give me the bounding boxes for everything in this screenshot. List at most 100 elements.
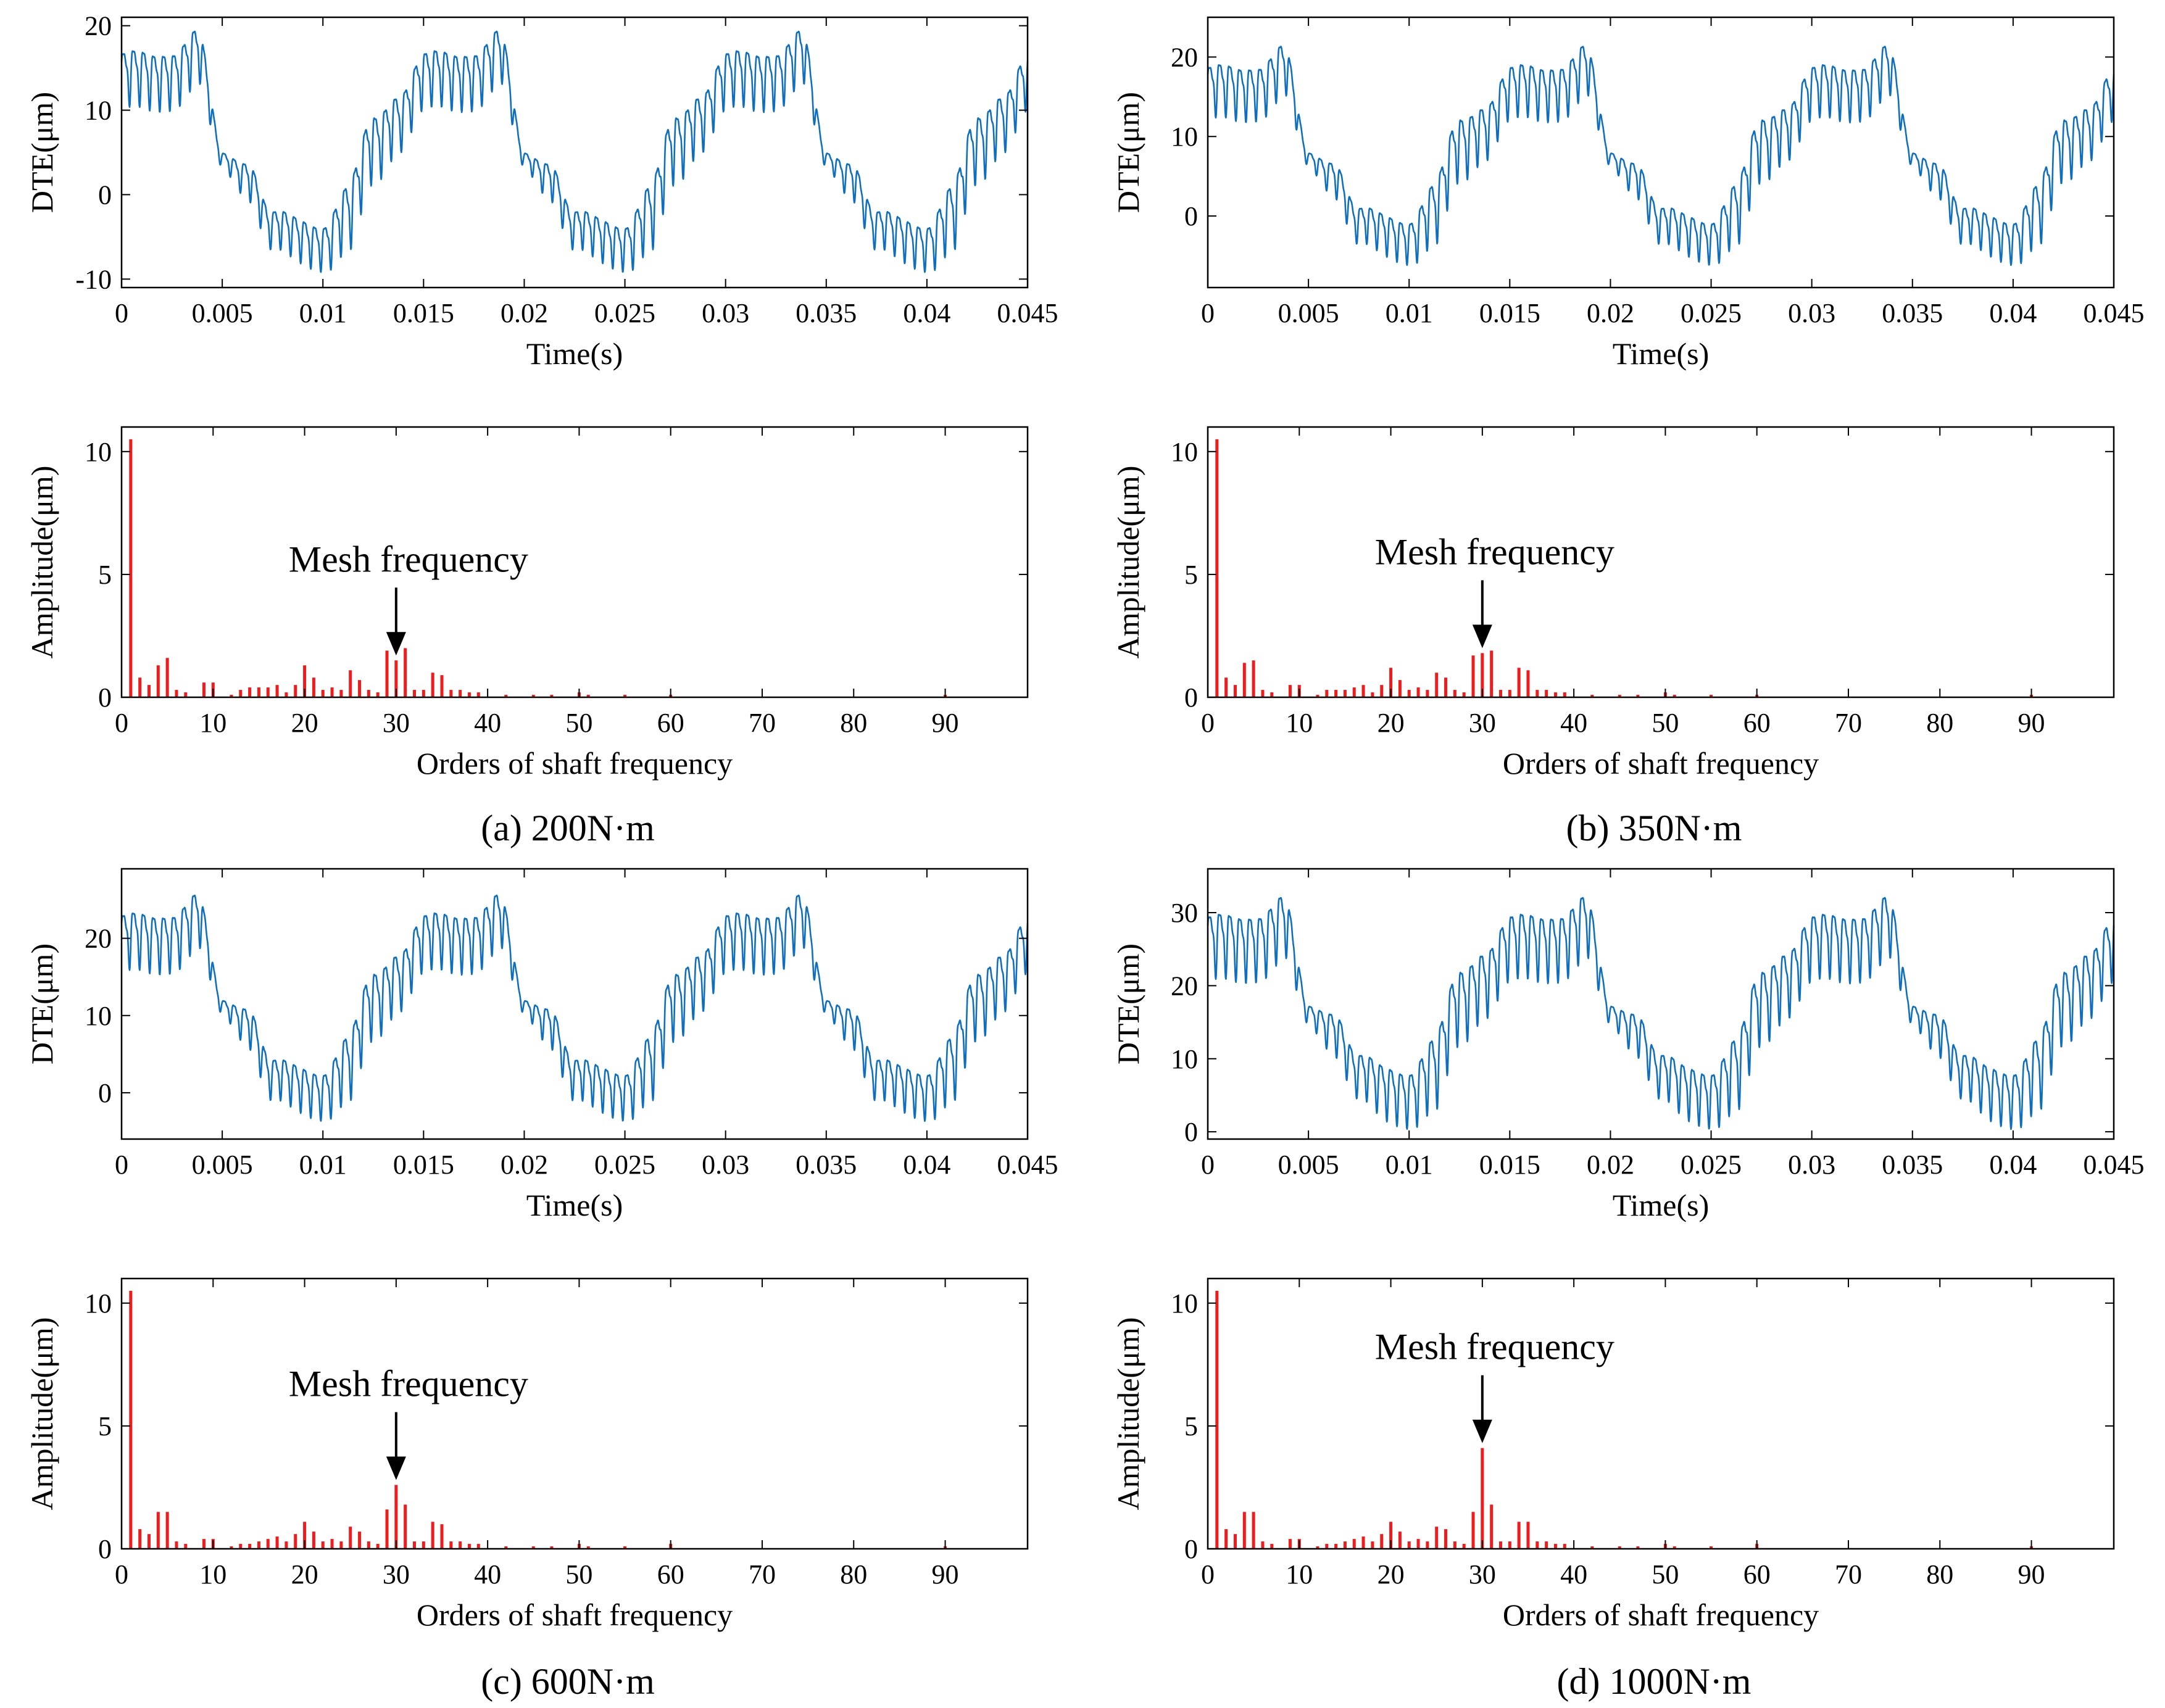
panel-b-time: 0 0.005 0.01 0.015 0.02 0.025 0.03 0.035 0.04 0.0… [1111,16,2145,371]
panel-a-spec-xtick-label: 70 [749,708,776,738]
panel-b-spec-annotation-arrow-head [1472,624,1492,649]
panel-d-time-xtick-label: 0.045 [2084,1150,2145,1180]
figure-panels: 0 0.005 0.01 0.015 0.02 0.025 0.03 0.035 0.04 0.0… [25,11,2145,1632]
panel-a-spec-xtick-label: 0 [115,708,128,738]
panel-d-spec-ytick-label: 5 [1184,1411,1198,1441]
panel-c-time-xtick-label: 0.045 [997,1150,1058,1180]
panel-d-spec-ytick-label: 0 [1184,1534,1198,1564]
panel-c-time-ytick-label: 0 [98,1078,112,1108]
panel-b-time-xtick-label: 0 [1201,298,1215,328]
panel-a-time-ytick-label: 20 [85,11,112,41]
panel-c-time-xtick-label: 0.04 [903,1150,950,1180]
panel-a-spec-xtick-label: 20 [291,708,318,738]
panel-d-spec-xtick-label: 50 [1652,1559,1679,1590]
panel-d-time-xtick-label: 0 [1201,1150,1215,1180]
panel-c-time-dte-series-line [120,894,1029,1122]
panel-b-spec-xtick-label: 50 [1652,708,1679,738]
panel-a-spec-annotation-arrow-head [386,632,406,656]
panel-c-time-xtick-label: 0.035 [796,1150,857,1180]
panel-d-spec-xtick-label: 30 [1469,1559,1496,1590]
panel-c-time-axes-box [120,868,1029,1140]
panel-b-time-xtick-label: 0.035 [1882,298,1943,328]
panel-b-time-xtick-label: 0.025 [1681,298,1742,328]
panel-a-spec-xtick-label: 40 [474,708,501,738]
panel-c-spec-ytick-label: 0 [98,1534,112,1564]
panel-c-spec: Mesh frequency 0 10 20 30 40 50 60 70 80 90 0 5 10 Ord… [25,1277,1029,1632]
panel-b-spec-y-axis-label: Amplitude(μm) [1111,466,1145,659]
panel-d-spec-axes-box [1207,1277,2115,1550]
panel-d-spec-xtick-label: 40 [1560,1559,1587,1590]
panel-c-spec-annotation-arrow-head [386,1456,406,1480]
caption-a: (a) 200N·m [481,808,655,848]
panel-c-spec-y-axis-label: Amplitude(μm) [25,1317,59,1511]
panel-d-spec: Mesh frequency 0 10 20 30 40 50 60 70 80 90 0 5 10 Ord… [1111,1277,2115,1632]
panel-a-time-xtick-label: 0.025 [594,298,655,328]
panel-a-time-xtick-label: 0 [115,298,128,328]
panel-c-time-ytick-label: 10 [85,1001,112,1031]
panel-c-spec-xtick-label: 20 [291,1559,318,1590]
panel-c-time-y-axis-label: DTE(μm) [25,943,59,1064]
panel-a-spec-xtick-label: 50 [565,708,592,738]
caption-b: (b) 350N·m [1566,808,1742,848]
panel-a-spec-ytick-label: 5 [98,560,112,590]
panel-d-time-xtick-label: 0.025 [1681,1150,1742,1180]
panel-b-time-xtick-label: 0.015 [1479,298,1540,328]
caption-d: (d) 1000N·m [1557,1661,1752,1702]
panel-d-spec-xtick-label: 20 [1378,1559,1405,1590]
panel-c-spec-xtick-label: 30 [383,1559,410,1590]
panel-a-time-dte-series-line [120,30,1029,273]
panel-b-spec-xtick-label: 20 [1378,708,1405,738]
panel-d-spec-y-axis-label: Amplitude(μm) [1111,1317,1145,1511]
panel-d-time-y-axis-label: DTE(μm) [1111,943,1145,1064]
panel-c-spec-xtick-label: 0 [115,1559,128,1590]
panel-a-spec-xtick-label: 80 [840,708,867,738]
panel-a-spec-ytick-label: 10 [85,437,112,467]
panel-a-spec: Mesh frequency 0 10 20 30 40 50 60 70 80 90 0 5 10 Ord… [25,426,1029,781]
panel-a-time-xtick-label: 0.03 [702,298,749,328]
panel-b-spec-xtick-label: 40 [1560,708,1587,738]
panel-c-spec-ytick-label: 5 [98,1411,112,1441]
panel-d-time-xtick-label: 0.01 [1386,1150,1433,1180]
panel-c-spec-annotation-text: Mesh frequency [289,1363,528,1404]
panel-d-time-xtick-label: 0.015 [1479,1150,1540,1180]
panel-b-time-dte-series-line [1207,46,2115,266]
panel-c-time-xtick-label: 0.03 [702,1150,749,1180]
panel-d-time-axes-box [1207,868,2115,1140]
panel-d-time: 0 0.005 0.01 0.015 0.02 0.025 0.03 0.035 0.04 0.0… [1111,868,2145,1222]
panel-d-spec-xtick-label: 0 [1201,1559,1215,1590]
panel-c-spec-axes-box [120,1277,1029,1550]
panel-b-spec-ytick-label: 0 [1184,682,1198,713]
panel-d-spec-xtick-label: 10 [1286,1559,1313,1590]
caption-c: (c) 600N·m [481,1661,655,1702]
panel-d-spec-x-axis-label: Orders of shaft frequency [1503,1598,1819,1632]
panel-c-spec-xtick-label: 90 [932,1559,959,1590]
panel-a-time-xtick-label: 0.04 [903,298,950,328]
panel-a-spec-y-axis-label: Amplitude(μm) [25,466,59,659]
panel-d-spec-xtick-label: 90 [2018,1559,2045,1590]
panel-a-time-xtick-label: 0.045 [997,298,1058,328]
panel-b-time-xtick-label: 0.02 [1587,298,1634,328]
panel-b-time-xtick-label: 0.045 [2084,298,2145,328]
panel-b-time-axes-box [1207,16,2115,289]
panel-a-time-xtick-label: 0.02 [501,298,548,328]
panel-d-time-xtick-label: 0.04 [1989,1150,2037,1180]
panel-c-time-xtick-label: 0.005 [192,1150,253,1180]
panel-b-spec-axes-box [1207,426,2115,699]
panel-c-spec-x-axis-label: Orders of shaft frequency [417,1598,733,1632]
panel-d-spec-annotation-arrow-head [1472,1419,1492,1443]
panel-c-time-xtick-label: 0.01 [299,1150,347,1180]
panel-c-time-xtick-label: 0.025 [594,1150,655,1180]
panel-d-time-xtick-label: 0.035 [1882,1150,1943,1180]
panel-d-time-x-axis-label: Time(s) [1613,1188,1710,1222]
panel-a-spec-annotation-text: Mesh frequency [289,539,528,579]
panel-a-time-ytick-label: 10 [85,96,112,126]
panel-c-time-xtick-label: 0 [115,1150,128,1180]
panel-c-spec-ytick-label: 10 [85,1288,112,1319]
panel-d-spec-ytick-label: 10 [1171,1288,1198,1319]
panel-b-time-xtick-label: 0.03 [1788,298,1835,328]
panel-d-spec-xtick-label: 80 [1926,1559,1953,1590]
panel-b-spec-ytick-label: 10 [1171,437,1198,467]
panel-b-time-y-axis-label: DTE(μm) [1111,92,1145,213]
panel-c-time-xtick-label: 0.02 [501,1150,548,1180]
